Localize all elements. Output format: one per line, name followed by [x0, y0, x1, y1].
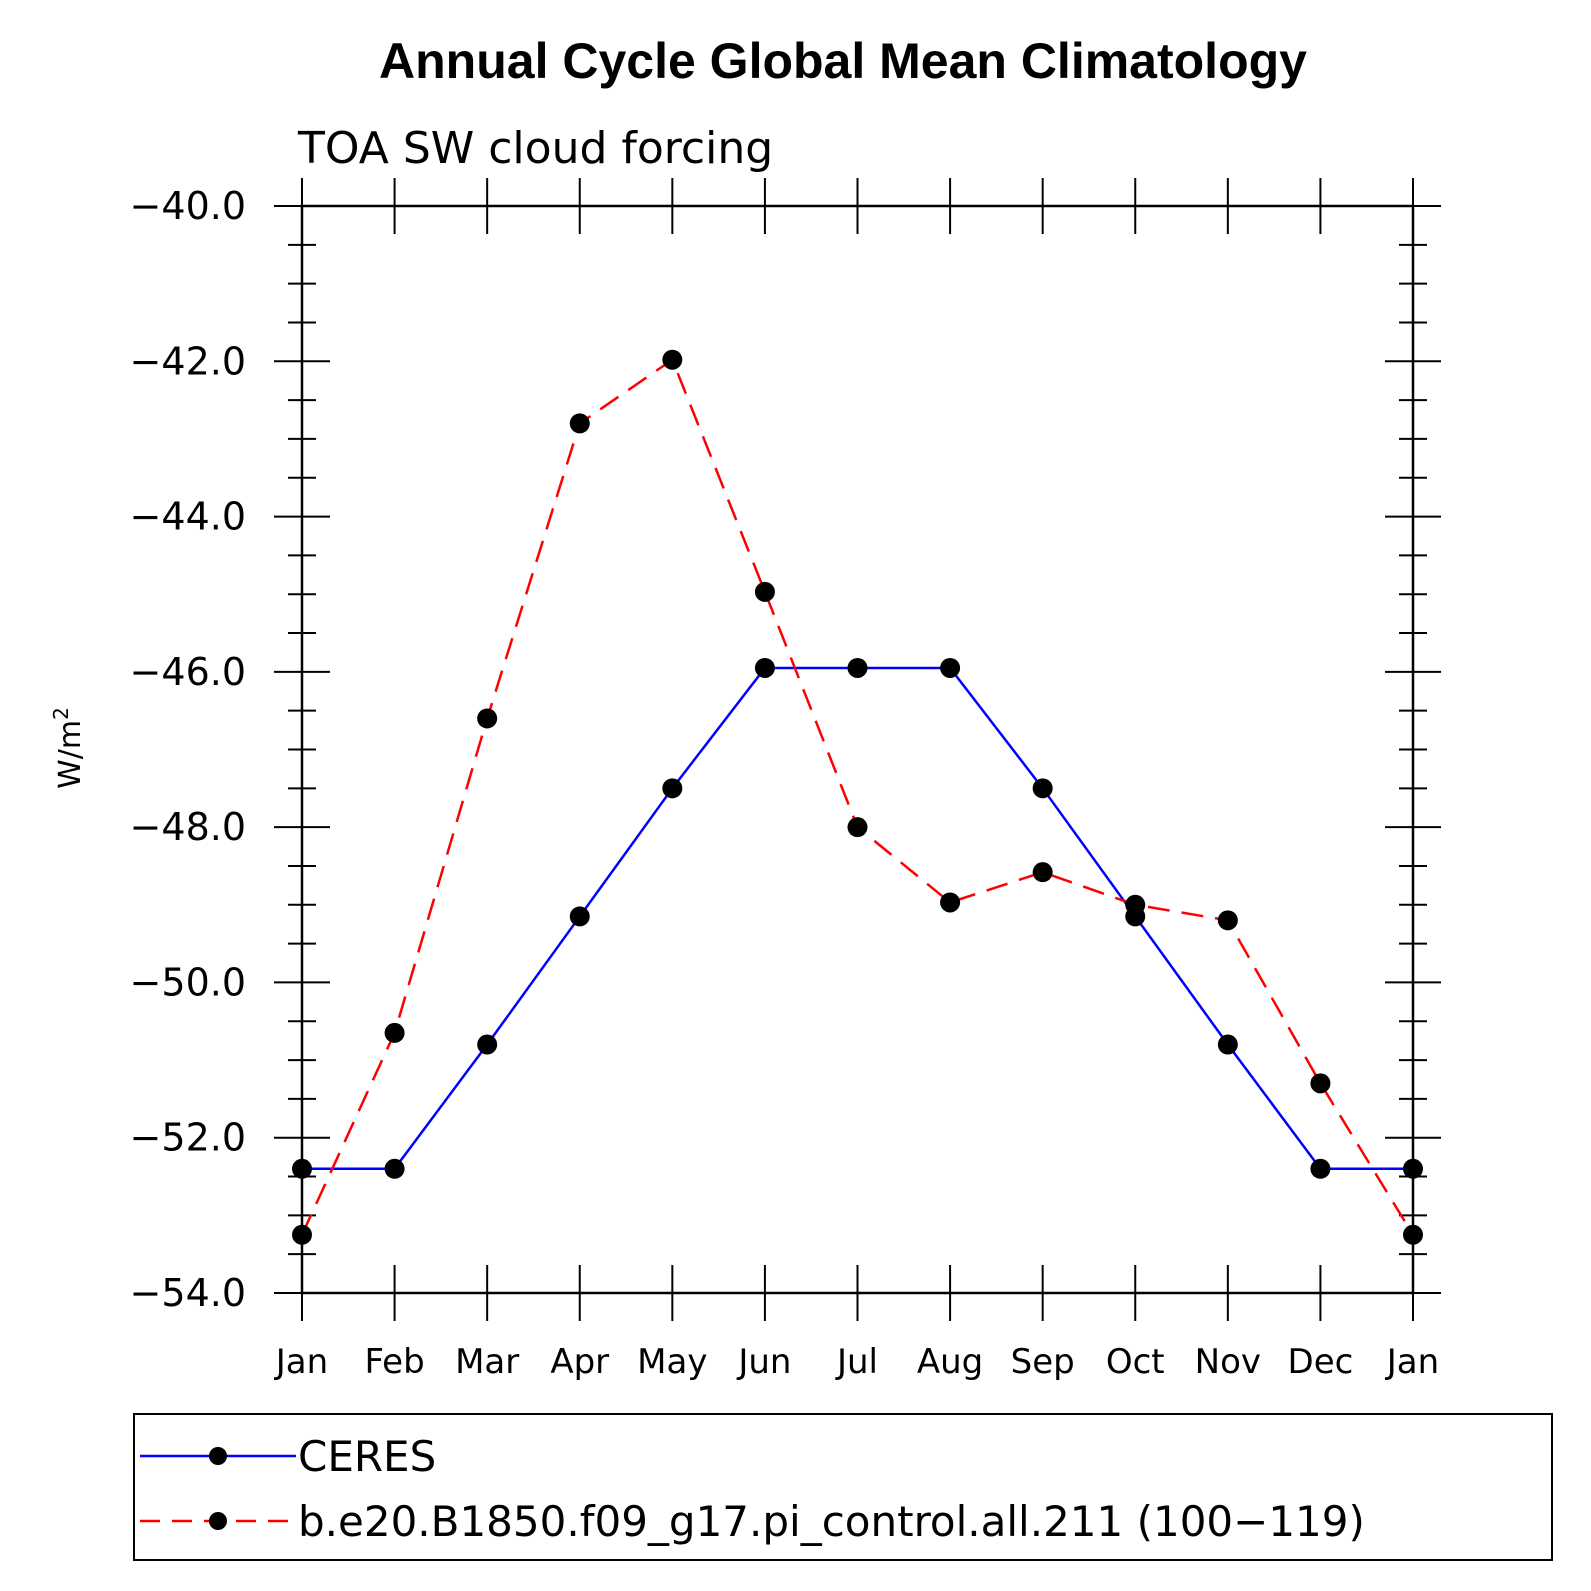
- legend-box: [133, 1413, 1553, 1561]
- chart-title: Annual Cycle Global Mean Climatology: [379, 33, 1307, 89]
- series-1-point: [1032, 862, 1053, 883]
- series-0-point: [1403, 1158, 1423, 1179]
- legend-marker-ceres: [209, 1447, 227, 1465]
- series-0-point: [662, 778, 683, 799]
- series-1-point: [1310, 1073, 1331, 1094]
- series-0-point: [477, 1034, 498, 1055]
- chart-subtitle: TOA SW cloud forcing: [297, 123, 773, 174]
- y-tick-label: −40.0: [130, 184, 246, 228]
- x-tick-label: Nov: [1195, 1342, 1261, 1382]
- legend-label-ceres: CERES: [298, 1432, 436, 1481]
- plot-frame: [300, 204, 1415, 1295]
- plot-area: −40.0 −42.0 −44.0 −46.0 −48.0 −50.0 −52.0 −54.0…: [130, 178, 1441, 1382]
- series-0-point: [1310, 1158, 1331, 1179]
- x-tick-label: Jan: [1385, 1342, 1439, 1382]
- x-tick-label: Sep: [1011, 1342, 1075, 1382]
- x-tick-label: Jan: [274, 1342, 328, 1382]
- series-1-point: [940, 892, 961, 913]
- series-0-point: [940, 657, 961, 678]
- x-tick-label: Jul: [835, 1342, 878, 1382]
- y-axis-label: W/m2: [49, 707, 88, 789]
- series-1-point: [1125, 894, 1146, 915]
- x-tick-label: May: [637, 1342, 707, 1382]
- series-1-point: [662, 349, 683, 370]
- series-1-point: [569, 413, 590, 434]
- series-0-point: [384, 1158, 405, 1179]
- x-tick-label: Aug: [917, 1342, 983, 1382]
- legend-label-model: b.e20.B1850.f09_g17.pi_control.all.211 (…: [298, 1497, 1365, 1546]
- series-1-point: [1217, 910, 1238, 931]
- y-tick-label: −50.0: [130, 960, 246, 1004]
- x-tick-label: Mar: [455, 1342, 519, 1382]
- svg-text:W/m2: W/m2: [49, 707, 88, 789]
- y-tick-label: −48.0: [130, 805, 246, 849]
- series-1-point: [384, 1022, 405, 1043]
- series-1-point: [847, 817, 868, 838]
- series-1-point: [292, 1224, 312, 1245]
- series-0-point: [1032, 778, 1053, 799]
- series-1-point: [477, 708, 498, 729]
- y-axis-label-text: W/m: [53, 720, 88, 789]
- y-axis-label-superscript: 2: [49, 707, 73, 720]
- y-tick-label: −42.0: [130, 339, 246, 383]
- x-tick-label: Apr: [550, 1342, 609, 1382]
- y-tick-label: −46.0: [130, 650, 246, 694]
- series-1-point: [1403, 1224, 1423, 1245]
- y-tick-label: −52.0: [130, 1116, 246, 1160]
- x-tick-label: Oct: [1106, 1342, 1165, 1382]
- series-0-point: [292, 1158, 312, 1179]
- series-line-0: [302, 666, 1413, 1171]
- legend: CERES b.e20.B1850.f09_g17.pi_control.all…: [133, 1413, 1553, 1561]
- y-tick-label: −44.0: [130, 495, 246, 539]
- x-tick-label: Jun: [736, 1342, 791, 1382]
- series-1-point: [754, 581, 775, 602]
- series-0-point: [754, 657, 775, 678]
- series-0-point: [1217, 1034, 1238, 1055]
- y-tick-label: −54.0: [130, 1271, 246, 1315]
- x-tick-label: Dec: [1288, 1342, 1354, 1382]
- legend-marker-model: [209, 1512, 227, 1530]
- x-tick-label: Feb: [364, 1342, 424, 1382]
- series-0-point: [569, 906, 590, 927]
- series-0-point: [847, 657, 868, 678]
- series-line-1: [300, 357, 1415, 1236]
